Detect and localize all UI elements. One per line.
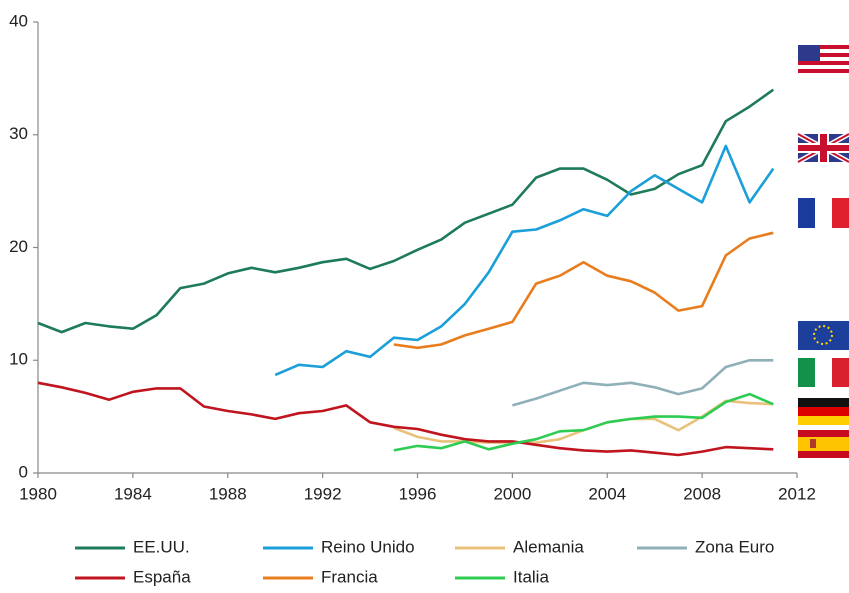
x-tick-label: 1992 (304, 484, 342, 503)
flag-france (798, 198, 849, 228)
series-line (274, 144, 775, 377)
series-line (393, 231, 774, 350)
x-tick-label: 2000 (493, 484, 531, 503)
flag-eu (798, 321, 849, 350)
y-tick-label: 20 (9, 237, 28, 256)
x-tick-label: 1980 (19, 484, 57, 503)
y-tick-label: 40 (9, 11, 28, 30)
x-tick-label: 1996 (399, 484, 437, 503)
legend-label: Reino Unido (321, 537, 415, 556)
flag-uk (796, 131, 849, 165)
legend-label: España (133, 567, 191, 586)
series-line (512, 359, 774, 407)
x-tick-label: 2004 (588, 484, 626, 503)
x-tick-label: 2008 (683, 484, 721, 503)
x-tick-label: 1984 (114, 484, 152, 503)
y-tick-label: 30 (9, 124, 28, 143)
series-line (37, 381, 774, 457)
legend-label: Francia (321, 567, 378, 586)
legend-label: Alemania (513, 537, 584, 556)
x-tick-label: 1988 (209, 484, 247, 503)
flag-usa (798, 45, 849, 75)
flag-spain (798, 430, 849, 458)
flag-germany (798, 398, 849, 425)
flag-italy (798, 358, 849, 387)
y-tick-label: 0 (19, 462, 28, 481)
series-line (37, 88, 775, 334)
series-line (393, 392, 774, 452)
legend-label: Italia (513, 567, 549, 586)
y-tick-label: 10 (9, 350, 28, 369)
x-tick-label: 2012 (778, 484, 816, 503)
legend-label: EE.UU. (133, 537, 190, 556)
legend-label: Zona Euro (695, 537, 774, 556)
